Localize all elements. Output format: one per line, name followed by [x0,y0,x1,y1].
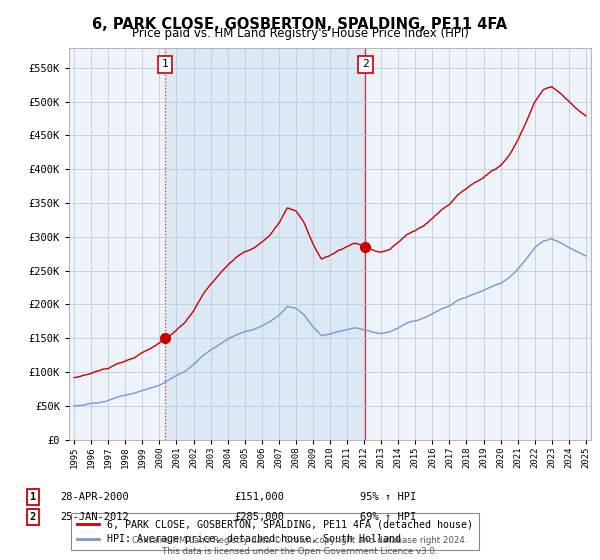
Text: 28-APR-2000: 28-APR-2000 [60,492,129,502]
Text: 1: 1 [30,492,36,502]
Text: £285,000: £285,000 [234,512,284,522]
Text: 25-JAN-2012: 25-JAN-2012 [60,512,129,522]
Text: 6, PARK CLOSE, GOSBERTON, SPALDING, PE11 4FA: 6, PARK CLOSE, GOSBERTON, SPALDING, PE11… [92,17,508,32]
Text: 69% ↑ HPI: 69% ↑ HPI [360,512,416,522]
Text: 2: 2 [362,59,368,69]
Text: 95% ↑ HPI: 95% ↑ HPI [360,492,416,502]
Bar [165,48,365,440]
Text: Price paid vs. HM Land Registry's House Price Index (HPI): Price paid vs. HM Land Registry's House … [131,27,469,40]
Text: 2: 2 [30,512,36,522]
Text: Contains HM Land Registry data © Crown copyright and database right 2024.
This d: Contains HM Land Registry data © Crown c… [132,536,468,556]
Legend: 6, PARK CLOSE, GOSBERTON, SPALDING, PE11 4FA (detached house), HPI: Average pric: 6, PARK CLOSE, GOSBERTON, SPALDING, PE11… [71,513,479,550]
Text: £151,000: £151,000 [234,492,284,502]
Text: 1: 1 [161,59,169,69]
